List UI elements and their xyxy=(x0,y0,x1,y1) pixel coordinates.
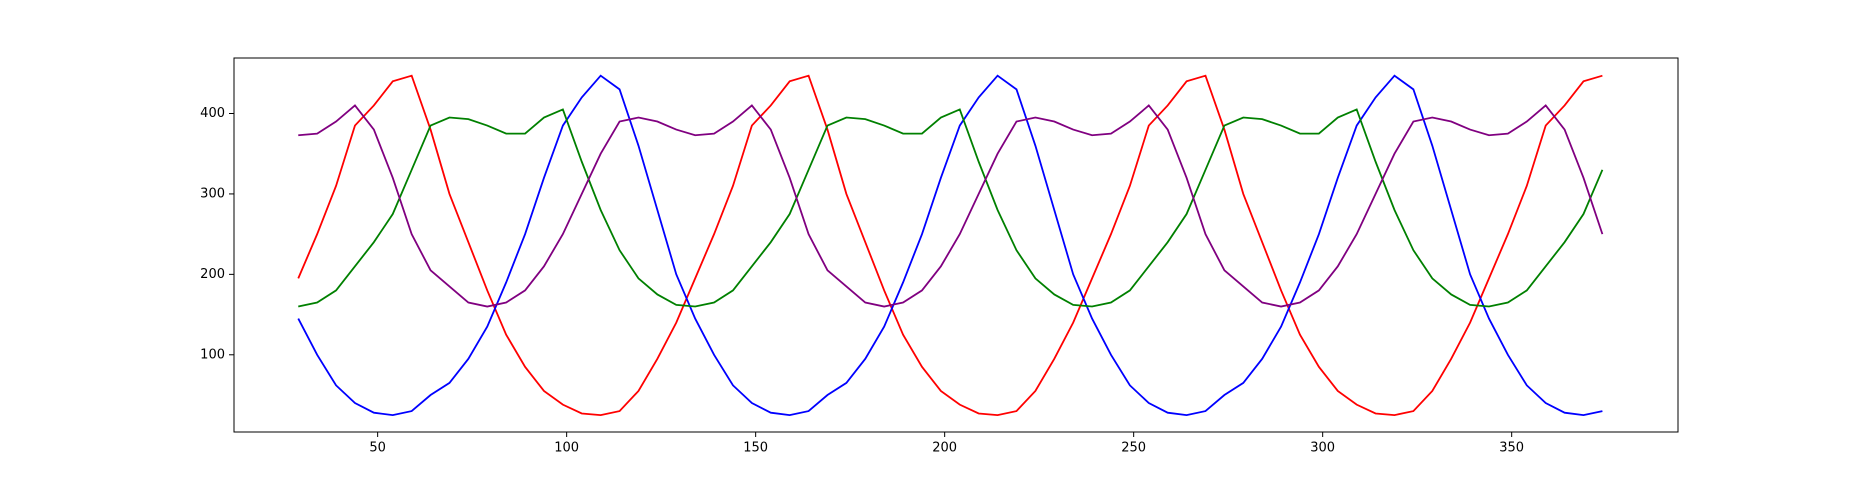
x-tick-label: 150 xyxy=(743,441,768,456)
x-tick-label: 100 xyxy=(554,441,579,456)
line-series xyxy=(297,74,1603,417)
y-tick-label: 200 xyxy=(200,267,225,282)
x-tick-label: 300 xyxy=(1310,441,1335,456)
y-tick-label: 300 xyxy=(200,186,225,201)
y-tick-label: 100 xyxy=(200,347,225,362)
x-tick-label: 50 xyxy=(369,441,386,456)
y-tick-label: 400 xyxy=(200,106,225,121)
line-series xyxy=(298,108,1604,308)
plot-frame xyxy=(233,57,1679,433)
x-tick-label: 250 xyxy=(1121,441,1146,456)
line-series xyxy=(297,74,1603,417)
line-series xyxy=(298,104,1604,308)
x-tick-label: 350 xyxy=(1499,441,1524,456)
x-tick-label: 200 xyxy=(932,441,957,456)
